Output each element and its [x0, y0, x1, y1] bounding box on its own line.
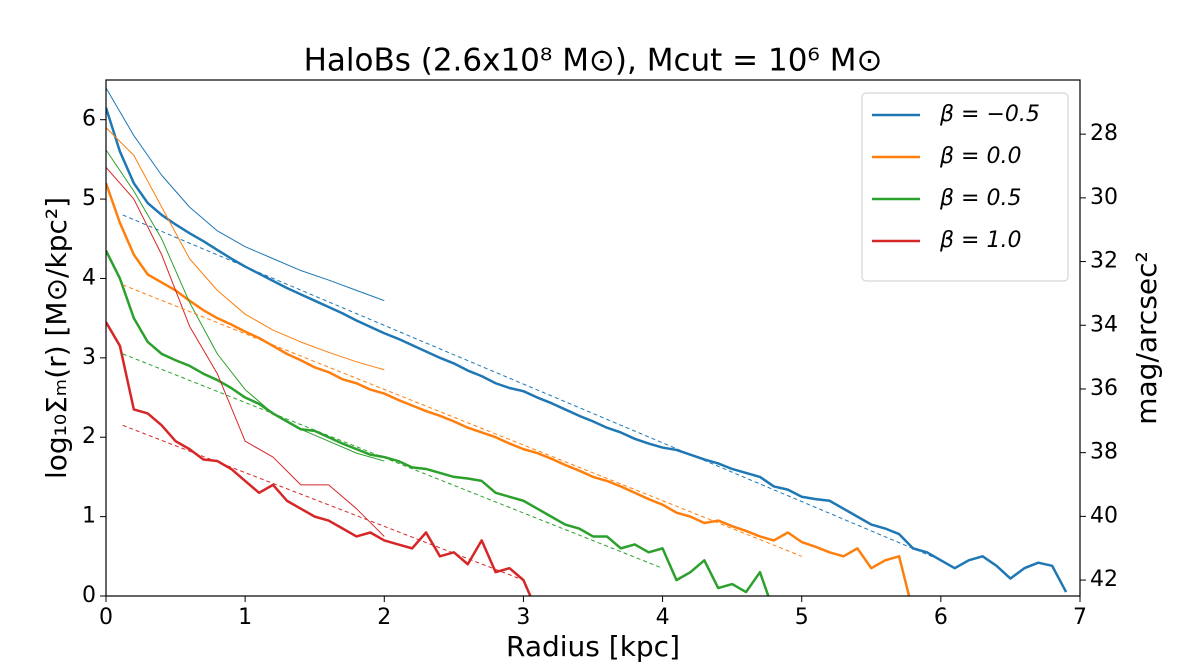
- x-tick-label: 1: [238, 605, 252, 630]
- plot-frame: [105, 79, 1081, 597]
- legend-label: β = −0.5: [939, 102, 1040, 127]
- x-tick-label: 2: [377, 605, 391, 630]
- y2-tick-label: 32: [1090, 249, 1118, 274]
- y-tick-label: 6: [82, 107, 96, 132]
- y-tick-label: 1: [82, 504, 96, 529]
- legend-label: β = 0.5: [939, 186, 1021, 211]
- series-line: [106, 250, 770, 596]
- legend-label: β = 1.0: [939, 228, 1021, 253]
- legend-box: [861, 92, 1069, 282]
- y2-tick-label: 42: [1090, 567, 1118, 592]
- chart-title: HaloBs (2.6x10⁸ M⊙), Mcut = 10⁶ M⊙: [304, 43, 883, 79]
- x-tick-label: 4: [656, 605, 670, 630]
- y-tick-label: 2: [82, 424, 96, 449]
- y2-tick-label: 34: [1090, 312, 1118, 337]
- y2-axis-label: mag/arcsec²: [1130, 251, 1163, 425]
- x-tick-label: 3: [516, 605, 530, 630]
- y-tick-label: 0: [82, 583, 96, 608]
- plot-area: [106, 87, 1068, 596]
- series-line: [106, 107, 1068, 593]
- y2-tick-label: 36: [1090, 376, 1118, 401]
- series-line: [106, 182, 911, 596]
- y-axis-label: log₁₀Σₘ(r) [M⊙/kpc²]: [40, 197, 73, 479]
- series-line: [122, 284, 802, 557]
- series-line: [106, 87, 385, 302]
- series-line: [106, 149, 385, 462]
- y-tick-label: 3: [82, 345, 96, 370]
- y2-tick-label: 40: [1090, 503, 1118, 528]
- x-axis-label: Radius [kpc]: [506, 630, 680, 663]
- series-line: [106, 127, 385, 371]
- y-tick-label: 4: [82, 265, 96, 290]
- series-line: [122, 424, 524, 581]
- legend-label: β = 0.0: [939, 144, 1021, 169]
- x-tick-label: 7: [1073, 605, 1087, 630]
- series-line: [122, 353, 663, 569]
- series-line: [106, 166, 385, 537]
- y2-tick-label: 28: [1090, 121, 1118, 146]
- y2-tick-label: 38: [1090, 440, 1118, 465]
- x-tick-label: 5: [795, 605, 809, 630]
- x-tick-label: 0: [99, 605, 113, 630]
- y2-tick-label: 30: [1090, 185, 1118, 210]
- series-line: [106, 321, 532, 596]
- series-line: [122, 214, 942, 561]
- y-tick-label: 5: [82, 186, 96, 211]
- x-tick-label: 6: [934, 605, 948, 630]
